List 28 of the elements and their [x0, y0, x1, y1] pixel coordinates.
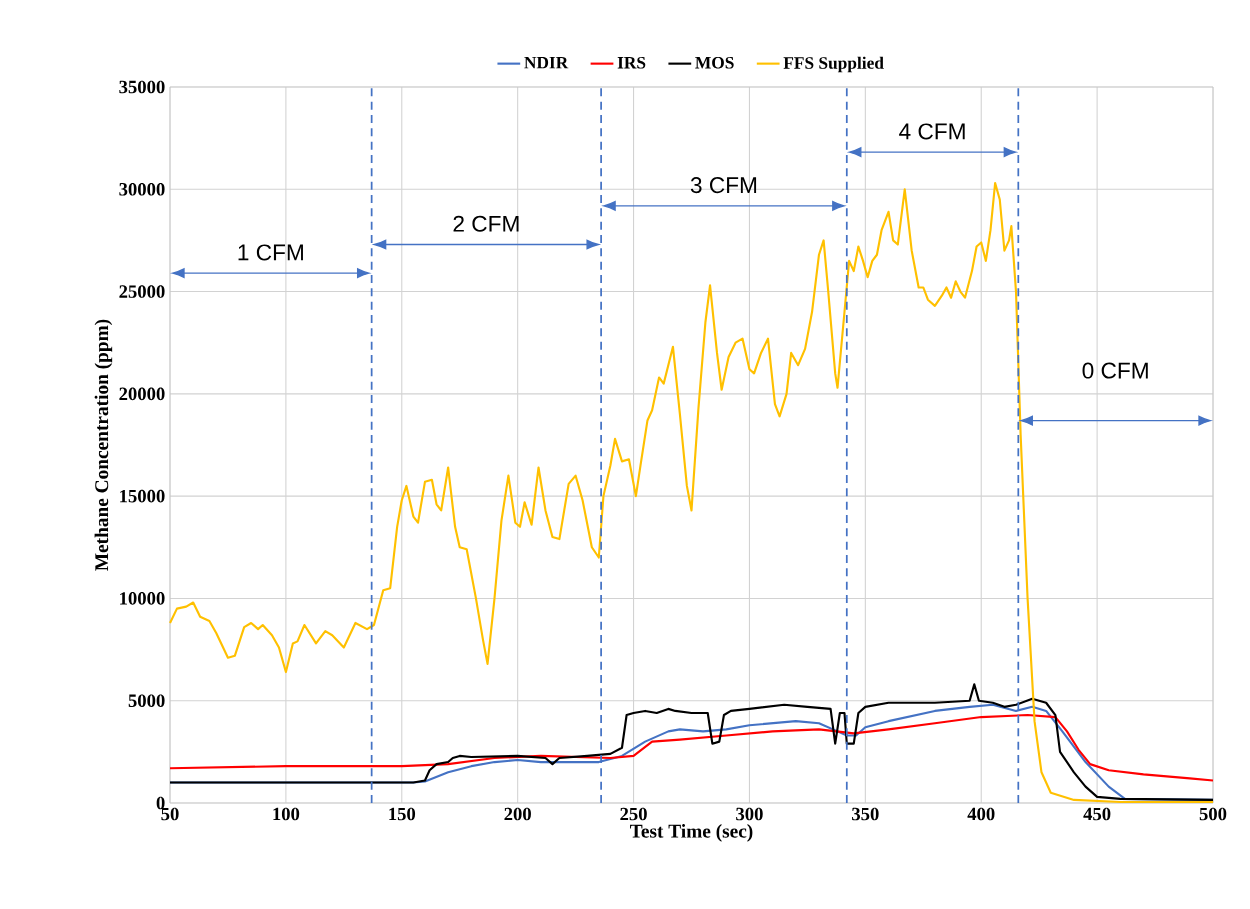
legend-label: NDIR	[524, 56, 569, 69]
x-tick-label: 300	[736, 807, 763, 821]
annotation: 0 CFM	[1082, 362, 1148, 379]
y-tick-label: 15000	[120, 489, 165, 503]
x-tick-label: 250	[620, 807, 647, 821]
annotation: 4 CFM	[899, 123, 965, 140]
annotation: 3 CFM	[690, 177, 757, 194]
y-tick-label: 10000	[120, 592, 165, 605]
annotation: 1 CFM	[238, 244, 303, 261]
x-tick-label: 150	[389, 807, 416, 821]
line-series	[168, 713, 1215, 782]
y-tick-label: 30000	[119, 182, 165, 196]
x-tick-label: 350	[852, 807, 879, 821]
y-tick-label: 35000	[119, 80, 165, 94]
x-tick-label: 500	[1199, 807, 1227, 821]
x-tick-label: 100	[273, 807, 300, 821]
legend-label: MOS	[695, 56, 734, 69]
y-tick-label: 20000	[119, 387, 165, 401]
legend-label: IRS	[617, 56, 646, 69]
x-tick-label: 200	[504, 807, 531, 821]
legend-label: FFS Supplied	[783, 56, 884, 73]
x-tick-label: 400	[967, 807, 995, 821]
x-tick-label: 450	[1083, 807, 1111, 821]
y-tick-label: 5000	[128, 694, 165, 707]
y-tick-label: 25000	[119, 285, 165, 298]
y-axis-title: Methane Concentration (ppm)	[94, 319, 113, 571]
x-axis-title: Test Time (sec)	[630, 824, 753, 842]
annotation: 2 CFM	[453, 215, 519, 232]
